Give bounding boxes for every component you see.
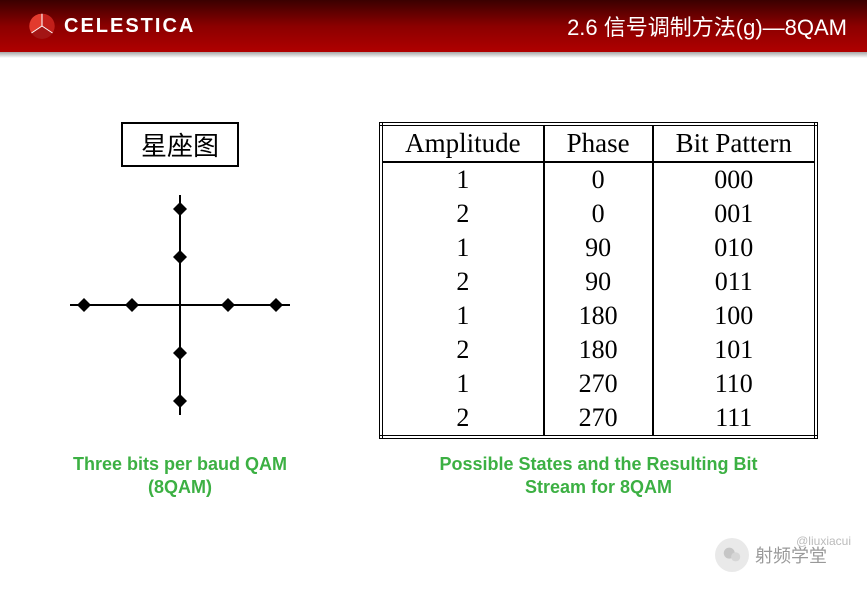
table-cell: 101 bbox=[653, 333, 816, 367]
table-cell: 000 bbox=[653, 162, 816, 197]
table-cell: 1 bbox=[381, 367, 544, 401]
brand-name: CELESTICA bbox=[64, 15, 195, 38]
table-cell: 111 bbox=[653, 401, 816, 437]
caption-text: Three bits per baud QAM bbox=[73, 454, 287, 474]
table-cell: 1 bbox=[381, 299, 544, 333]
table-cell: 010 bbox=[653, 231, 816, 265]
table-cell: 0 bbox=[544, 162, 653, 197]
wechat-icon bbox=[715, 538, 749, 572]
table-cell: 110 bbox=[653, 367, 816, 401]
constellation-caption: Three bits per baud QAM (8QAM) bbox=[73, 453, 287, 500]
table-column: AmplitudePhaseBit Pattern 10000200011900… bbox=[360, 122, 837, 500]
watermark-text: 射频学堂 bbox=[755, 542, 827, 568]
table-cell: 180 bbox=[544, 333, 653, 367]
table-cell: 001 bbox=[653, 197, 816, 231]
table-header-cell: Phase bbox=[544, 124, 653, 162]
celestica-logo-icon bbox=[28, 12, 56, 40]
table-cell: 2 bbox=[381, 333, 544, 367]
table-cell: 180 bbox=[544, 299, 653, 333]
table-cell: 1 bbox=[381, 231, 544, 265]
table-cell: 2 bbox=[381, 265, 544, 299]
caption-text: Possible States and the Resulting Bit bbox=[439, 454, 757, 474]
table-row: 1180100 bbox=[381, 299, 816, 333]
table-cell: 270 bbox=[544, 367, 653, 401]
slide-content: 星座图 Three bits per baud QAM (8QAM) Ampli… bbox=[0, 52, 867, 530]
table-row: 2180101 bbox=[381, 333, 816, 367]
table-row: 10000 bbox=[381, 162, 816, 197]
table-cell: 90 bbox=[544, 231, 653, 265]
table-cell: 2 bbox=[381, 401, 544, 437]
table-cell: 270 bbox=[544, 401, 653, 437]
table-header-cell: Bit Pattern bbox=[653, 124, 816, 162]
table-cell: 011 bbox=[653, 265, 816, 299]
constellation-diagram bbox=[50, 175, 310, 435]
table-cell: 0 bbox=[544, 197, 653, 231]
table-header-cell: Amplitude bbox=[381, 124, 544, 162]
table-cell: 2 bbox=[381, 197, 544, 231]
table-cell: 90 bbox=[544, 265, 653, 299]
slide-title: 2.6 信号调制方法(g)—8QAM bbox=[567, 10, 847, 42]
table-row: 190010 bbox=[381, 231, 816, 265]
table-row: 2270111 bbox=[381, 401, 816, 437]
watermark-channel: 射频学堂 bbox=[715, 538, 827, 572]
logo-block: CELESTICA bbox=[28, 12, 195, 40]
constellation-label-box: 星座图 bbox=[121, 122, 239, 167]
caption-text: (8QAM) bbox=[148, 477, 212, 497]
caption-text: Stream for 8QAM bbox=[525, 477, 672, 497]
table-row: 1270110 bbox=[381, 367, 816, 401]
table-cell: 100 bbox=[653, 299, 816, 333]
constellation-column: 星座图 Three bits per baud QAM (8QAM) bbox=[30, 122, 330, 500]
slide-header: CELESTICA 2.6 信号调制方法(g)—8QAM bbox=[0, 0, 867, 52]
table-row: 20001 bbox=[381, 197, 816, 231]
table-cell: 1 bbox=[381, 162, 544, 197]
table-row: 290011 bbox=[381, 265, 816, 299]
table-caption: Possible States and the Resulting Bit St… bbox=[439, 453, 757, 500]
qam-states-table: AmplitudePhaseBit Pattern 10000200011900… bbox=[379, 122, 818, 439]
